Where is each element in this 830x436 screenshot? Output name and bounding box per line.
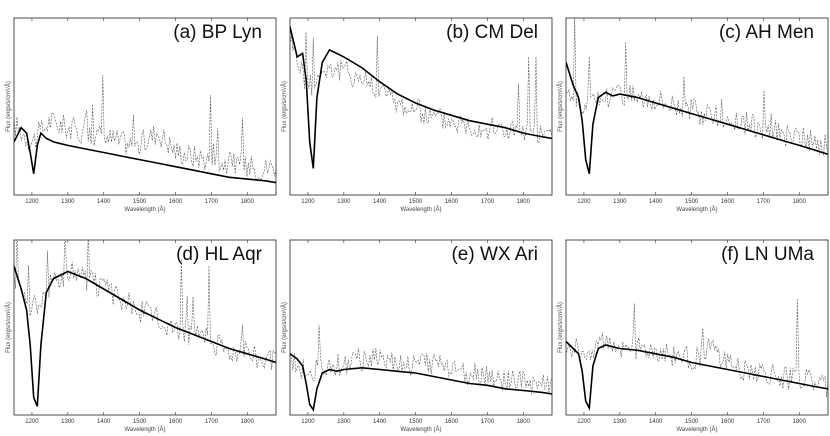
x-tick-label: 1500 — [133, 419, 147, 425]
panel-5: 1200 1300 1400 1500 1600 1700 1800 Wavelength (… — [281, 239, 553, 433]
x-tick-label: 1300 — [613, 419, 627, 425]
x-tick-label: 1700 — [481, 199, 495, 205]
x-tick-label: 1400 — [649, 199, 663, 205]
x-tick-label: 1200 — [301, 199, 315, 205]
panel-title: (b) CM Del — [446, 22, 538, 43]
x-axis-label: Wavelength (Å) — [676, 426, 717, 433]
x-tick-label: 1500 — [685, 419, 699, 425]
x-tick-label: 1600 — [445, 199, 459, 205]
x-tick-label: 1400 — [97, 199, 111, 205]
y-axis-label: Flux (ergs/s/cm²/Å) — [557, 81, 564, 132]
panel-6: 1200 1300 1400 1500 1600 1700 1800 Wavelength (… — [557, 239, 829, 433]
x-tick-label: 1400 — [97, 419, 111, 425]
x-tick-label: 1700 — [205, 199, 219, 205]
plot-frame — [565, 239, 829, 416]
x-tick-label: 1800 — [517, 419, 531, 425]
x-tick-label: 1700 — [757, 419, 771, 425]
model-spectrum-line — [290, 26, 552, 169]
y-axis-label: Flux (ergs/s/cm²/Å) — [5, 81, 12, 132]
observed-spectrum-line — [566, 298, 828, 398]
x-tick-label: 1600 — [169, 199, 183, 205]
plot-frame — [289, 239, 553, 416]
x-tick-label: 1200 — [25, 419, 39, 425]
panel-title: (a) BP Lyn — [173, 22, 262, 43]
model-spectrum-line — [290, 353, 552, 412]
y-axis-label: Flux (ergs/s/cm²/Å) — [5, 302, 12, 353]
x-tick-label: 1500 — [409, 199, 423, 205]
x-axis-label: Wavelength (Å) — [676, 206, 717, 213]
x-tick-label: 1300 — [61, 199, 75, 205]
panel-title: (f) LN UMa — [721, 244, 814, 265]
x-tick-label: 1500 — [133, 199, 147, 205]
x-tick-label: 1700 — [205, 419, 219, 425]
x-tick-label: 1500 — [685, 199, 699, 205]
model-spectrum-line — [14, 266, 276, 407]
observed-spectrum-line — [566, 18, 828, 156]
x-tick-label: 1800 — [517, 199, 531, 205]
x-tick-label: 1400 — [649, 419, 663, 425]
x-axis-label: Wavelength (Å) — [400, 206, 441, 213]
model-spectrum-line — [14, 126, 276, 184]
x-axis-label: Wavelength (Å) — [124, 426, 165, 433]
observed-spectrum-line — [290, 325, 552, 395]
x-tick-label: 1800 — [241, 199, 255, 205]
plot-frame — [289, 17, 553, 196]
panel-2: 1200 1300 1400 1500 1600 1700 1800 Wavelength (… — [281, 17, 553, 213]
model-spectrum-line — [566, 340, 828, 411]
panel-title: (e) WX Ari — [451, 244, 538, 265]
x-tick-label: 1300 — [337, 419, 351, 425]
x-tick-label: 1200 — [577, 199, 591, 205]
y-axis-label: Flux (ergs/s/cm²/Å) — [557, 302, 564, 353]
panel-title: (c) AH Men — [719, 22, 814, 43]
model-spectrum-line — [566, 62, 828, 174]
y-axis-label: Flux (ergs/s/cm²/Å) — [281, 302, 288, 353]
panel-3: 1200 1300 1400 1500 1600 1700 1800 Wavelength (… — [557, 17, 829, 213]
panel-title: (d) HL Aqr — [176, 244, 263, 265]
plot-frame — [565, 17, 829, 196]
panel-1: 1200 1300 1400 1500 1600 1700 1800 Wavelength (… — [5, 17, 277, 213]
x-tick-label: 1700 — [481, 419, 495, 425]
x-tick-label: 1200 — [577, 419, 591, 425]
x-tick-label: 1300 — [337, 199, 351, 205]
observed-spectrum-line — [14, 74, 276, 180]
y-axis-label: Flux (ergs/s/cm²/Å) — [281, 81, 288, 132]
x-tick-label: 1600 — [721, 419, 735, 425]
x-tick-label: 1800 — [793, 199, 807, 205]
x-axis-label: Wavelength (Å) — [124, 206, 165, 213]
x-tick-label: 1800 — [241, 419, 255, 425]
x-tick-label: 1400 — [373, 419, 387, 425]
x-axis-label: Wavelength (Å) — [400, 426, 441, 433]
x-tick-label: 1200 — [25, 199, 39, 205]
panel-4: 1200 1300 1400 1500 1600 1700 1800 Wavelength (… — [5, 239, 277, 433]
x-tick-label: 1300 — [613, 199, 627, 205]
plot-frame — [13, 239, 277, 416]
observed-spectrum-line — [290, 32, 552, 143]
observed-spectrum-line — [14, 240, 276, 370]
x-tick-label: 1200 — [301, 419, 315, 425]
x-tick-label: 1400 — [373, 199, 387, 205]
x-tick-label: 1600 — [721, 199, 735, 205]
x-tick-label: 1500 — [409, 419, 423, 425]
plot-frame — [13, 17, 277, 196]
x-tick-label: 1800 — [793, 419, 807, 425]
x-tick-label: 1600 — [445, 419, 459, 425]
x-tick-label: 1700 — [757, 199, 771, 205]
x-tick-label: 1300 — [61, 419, 75, 425]
x-tick-label: 1600 — [169, 419, 183, 425]
